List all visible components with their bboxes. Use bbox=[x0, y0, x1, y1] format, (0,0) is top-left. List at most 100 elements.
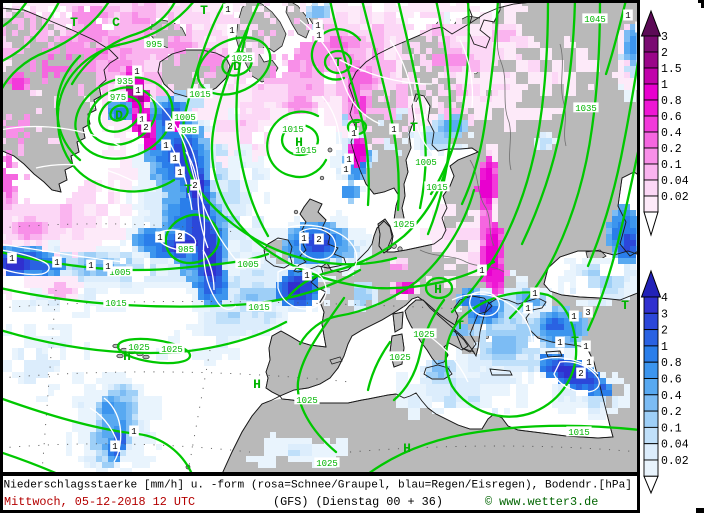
svg-text:H: H bbox=[123, 349, 131, 364]
svg-text:1: 1 bbox=[177, 168, 182, 178]
svg-text:1: 1 bbox=[139, 115, 144, 125]
svg-text:1: 1 bbox=[557, 338, 562, 348]
svg-text:1015: 1015 bbox=[568, 428, 590, 438]
svg-text:2: 2 bbox=[661, 325, 668, 338]
svg-text:1005: 1005 bbox=[174, 113, 196, 123]
svg-text:1: 1 bbox=[586, 358, 591, 368]
svg-text:1.5: 1.5 bbox=[661, 63, 682, 76]
svg-text:1: 1 bbox=[131, 427, 136, 437]
svg-text:1: 1 bbox=[304, 271, 309, 281]
svg-text:1015: 1015 bbox=[282, 125, 304, 135]
svg-text:T: T bbox=[456, 318, 464, 333]
svg-text:1015: 1015 bbox=[248, 303, 270, 313]
svg-text:2: 2 bbox=[316, 235, 321, 245]
svg-text:0.8: 0.8 bbox=[661, 95, 682, 108]
svg-text:1: 1 bbox=[112, 442, 117, 452]
svg-text:1025: 1025 bbox=[128, 343, 150, 353]
svg-text:1025: 1025 bbox=[161, 345, 183, 355]
svg-text:2: 2 bbox=[143, 123, 148, 133]
svg-text:1: 1 bbox=[229, 26, 234, 36]
svg-text:935: 935 bbox=[117, 77, 133, 87]
svg-text:1015: 1015 bbox=[189, 90, 211, 100]
svg-text:1045: 1045 bbox=[584, 15, 606, 25]
svg-text:1: 1 bbox=[316, 31, 321, 41]
svg-text:T: T bbox=[410, 120, 418, 135]
svg-text:1015: 1015 bbox=[426, 183, 448, 193]
svg-text:1005: 1005 bbox=[237, 260, 259, 270]
svg-text:H: H bbox=[403, 441, 411, 456]
svg-text:1: 1 bbox=[9, 254, 14, 264]
svg-text:H: H bbox=[253, 377, 261, 392]
svg-text:1: 1 bbox=[346, 155, 351, 165]
svg-text:985: 985 bbox=[178, 245, 194, 255]
svg-text:1: 1 bbox=[583, 342, 588, 352]
svg-text:H: H bbox=[295, 135, 303, 150]
svg-text:1: 1 bbox=[661, 79, 668, 92]
svg-text:1005: 1005 bbox=[415, 158, 437, 168]
svg-text:1005: 1005 bbox=[109, 268, 131, 278]
svg-text:0.04: 0.04 bbox=[661, 175, 689, 188]
svg-text:1: 1 bbox=[157, 233, 162, 243]
svg-text:1: 1 bbox=[343, 165, 348, 175]
svg-text:2: 2 bbox=[661, 47, 668, 60]
svg-text:1025: 1025 bbox=[413, 330, 435, 340]
svg-text:1: 1 bbox=[532, 289, 537, 299]
svg-text:1: 1 bbox=[625, 11, 630, 21]
svg-text:Mittwoch, 05-12-2018 12 UTC: Mittwoch, 05-12-2018 12 UTC bbox=[4, 495, 195, 509]
svg-text:1: 1 bbox=[135, 86, 140, 96]
svg-text:995: 995 bbox=[146, 40, 162, 50]
svg-text:0.2: 0.2 bbox=[661, 143, 682, 156]
svg-text:0.2: 0.2 bbox=[661, 406, 682, 419]
svg-text:1025: 1025 bbox=[316, 459, 338, 469]
svg-text:T: T bbox=[334, 55, 342, 70]
svg-text:2: 2 bbox=[177, 232, 182, 242]
svg-text:4: 4 bbox=[661, 292, 668, 305]
svg-text:D: D bbox=[233, 59, 241, 74]
svg-text:1: 1 bbox=[105, 262, 110, 272]
svg-text:1: 1 bbox=[661, 341, 668, 354]
svg-text:2: 2 bbox=[578, 369, 583, 379]
svg-text:T: T bbox=[352, 119, 360, 134]
svg-text:T: T bbox=[200, 3, 208, 18]
svg-text:2: 2 bbox=[192, 181, 197, 191]
svg-text:0.8: 0.8 bbox=[661, 357, 682, 370]
svg-text:1035: 1035 bbox=[575, 104, 597, 114]
svg-text:3: 3 bbox=[661, 31, 668, 44]
svg-text:0.02: 0.02 bbox=[661, 191, 689, 204]
svg-text:1015: 1015 bbox=[105, 299, 127, 309]
svg-text:(GFS) (Dienstag 00 + 36): (GFS) (Dienstag 00 + 36) bbox=[273, 495, 443, 509]
svg-text:1: 1 bbox=[172, 154, 177, 164]
svg-text:D: D bbox=[115, 108, 123, 123]
svg-text:T: T bbox=[571, 334, 579, 349]
svg-text:1: 1 bbox=[88, 261, 93, 271]
svg-text:1025: 1025 bbox=[393, 220, 415, 230]
svg-text:T: T bbox=[70, 15, 78, 30]
svg-text:Niederschlagsstaerke [mm/h] u.: Niederschlagsstaerke [mm/h] u. -form (ro… bbox=[4, 480, 632, 492]
svg-text:995: 995 bbox=[181, 126, 197, 136]
svg-text:© www.wetter3.de: © www.wetter3.de bbox=[485, 495, 598, 509]
svg-text:1: 1 bbox=[351, 129, 356, 139]
svg-text:T: T bbox=[621, 298, 629, 313]
svg-text:3: 3 bbox=[585, 308, 590, 318]
svg-text:T: T bbox=[184, 182, 192, 197]
svg-text:0.04: 0.04 bbox=[661, 439, 689, 452]
svg-text:1: 1 bbox=[225, 5, 230, 15]
svg-text:1: 1 bbox=[391, 125, 396, 135]
svg-text:1: 1 bbox=[301, 234, 306, 244]
svg-text:0.6: 0.6 bbox=[661, 374, 682, 387]
svg-text:2: 2 bbox=[167, 122, 172, 132]
svg-text:1: 1 bbox=[163, 141, 168, 151]
svg-text:H: H bbox=[434, 282, 442, 297]
svg-text:1: 1 bbox=[571, 312, 576, 322]
svg-text:0.1: 0.1 bbox=[661, 159, 682, 172]
svg-text:C: C bbox=[112, 15, 120, 30]
svg-text:1025: 1025 bbox=[231, 54, 253, 64]
svg-text:3: 3 bbox=[661, 308, 668, 321]
svg-text:975: 975 bbox=[110, 93, 126, 103]
svg-text:1: 1 bbox=[479, 266, 484, 276]
svg-text:0.4: 0.4 bbox=[661, 390, 682, 403]
svg-text:0.02: 0.02 bbox=[661, 455, 689, 468]
svg-text:1: 1 bbox=[54, 258, 59, 268]
svg-text:1025: 1025 bbox=[389, 353, 411, 363]
svg-text:0.6: 0.6 bbox=[661, 111, 682, 124]
